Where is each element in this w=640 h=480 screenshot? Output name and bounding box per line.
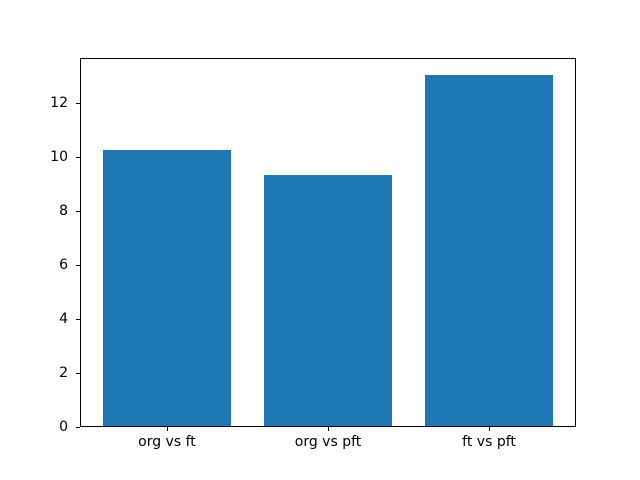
y-tick-mark [76,156,80,158]
x-tick-label: ft vs pft [462,434,516,450]
x-tick-label: org vs pft [294,434,362,450]
y-tick-mark [76,102,80,104]
y-tick-mark [76,372,80,374]
bar-org-vs-pft [263,174,393,426]
y-tick-label: 12 [50,94,68,111]
y-tick-label: 4 [59,310,68,327]
x-tick-label: org vs ft [138,434,196,450]
y-tick-label: 10 [50,148,68,165]
plot-area [80,58,576,427]
y-tick-label: 0 [59,419,68,435]
y-tick-label: 2 [59,364,68,381]
y-tick-label: 8 [59,202,68,219]
y-tick-mark [76,264,80,266]
x-tick-mark [166,427,168,431]
bar-ft-vs-pft [424,74,554,426]
x-tick-mark [328,427,329,431]
x-tick-mark [489,427,491,431]
y-tick-mark [76,210,80,212]
y-tick-label: 6 [59,256,68,273]
bar-org-vs-ft [102,150,232,426]
y-tick-mark [76,427,80,428]
y-tick-mark [76,318,80,320]
